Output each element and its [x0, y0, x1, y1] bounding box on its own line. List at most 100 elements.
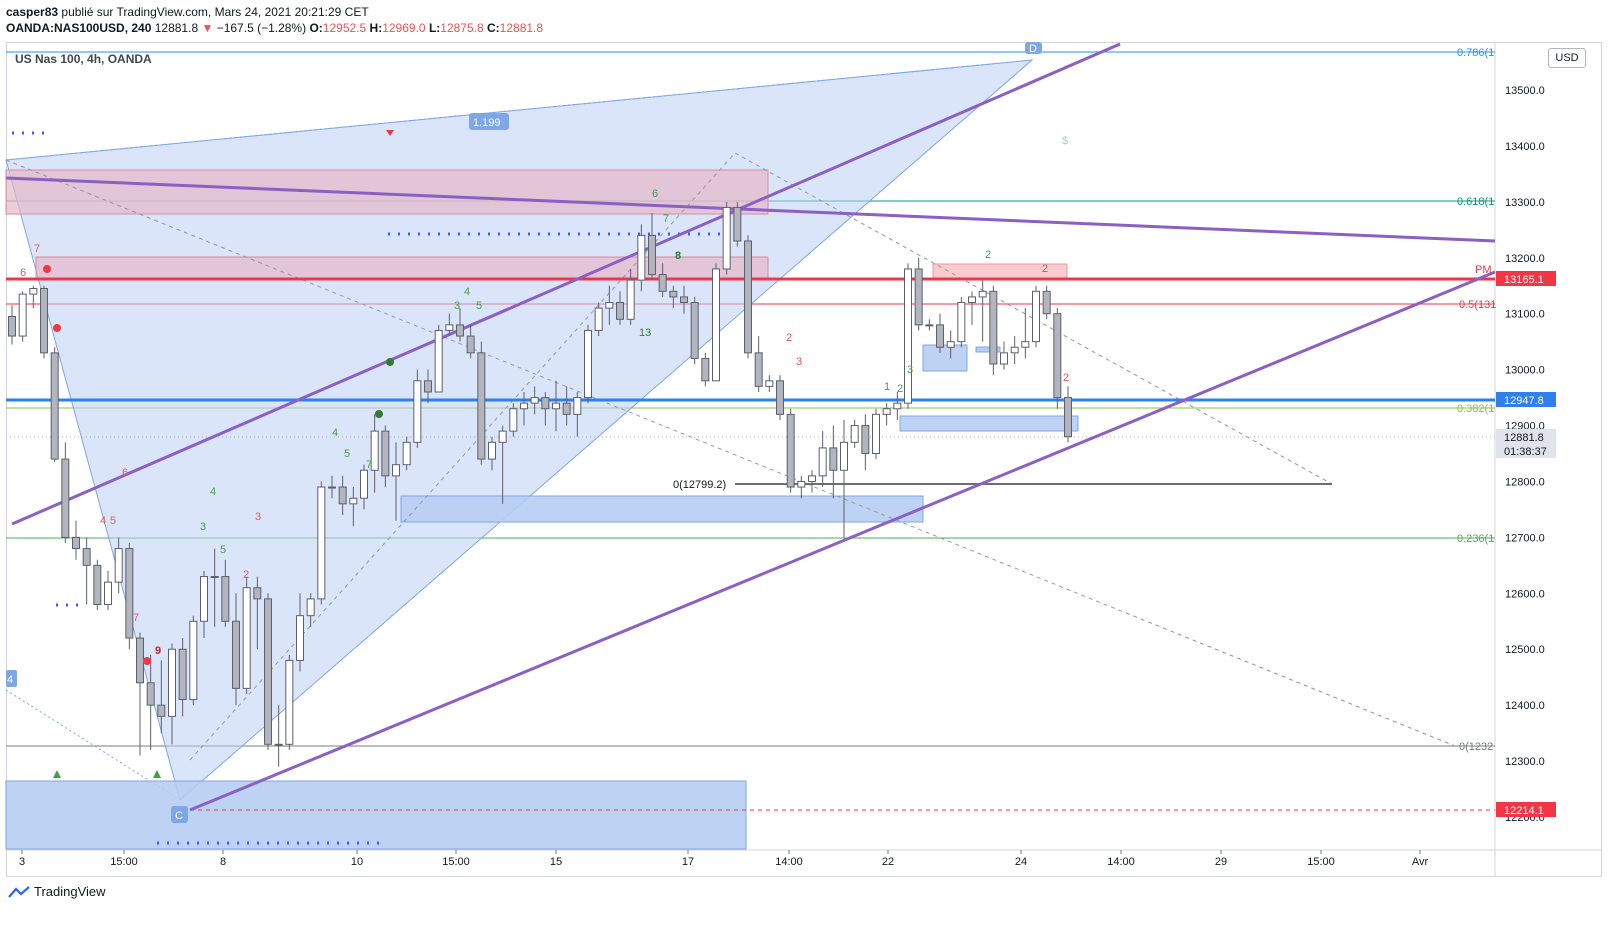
candle-body[interactable]: [157, 704, 166, 717]
point-d-badge[interactable]: [1025, 42, 1042, 54]
currency-button[interactable]: USD: [1548, 48, 1586, 68]
candle-body[interactable]: [125, 548, 134, 639]
candle-body[interactable]: [136, 637, 144, 684]
candle-body[interactable]: [530, 397, 539, 404]
candle-body[interactable]: [18, 293, 27, 337]
demand-zone-right[interactable]: [899, 415, 1079, 432]
candle-body[interactable]: [1042, 290, 1051, 315]
candle-body[interactable]: [712, 268, 720, 382]
candle-body[interactable]: [8, 315, 16, 337]
candle-body[interactable]: [232, 620, 240, 689]
candle-body[interactable]: [658, 274, 667, 292]
candle-body[interactable]: [552, 402, 560, 410]
candle-body[interactable]: [360, 469, 368, 499]
supply-zone-mid[interactable]: [35, 256, 769, 280]
candle-body[interactable]: [306, 598, 315, 617]
candle-body[interactable]: [573, 397, 582, 415]
candle-body[interactable]: [648, 234, 656, 276]
candle-body[interactable]: [392, 464, 400, 477]
trendline-descending[interactable]: [5, 176, 1496, 243]
candle-body[interactable]: [349, 497, 358, 505]
candle-body[interactable]: [93, 564, 102, 605]
candle-body[interactable]: [146, 682, 155, 706]
candle-body[interactable]: [584, 329, 592, 399]
candle-body[interactable]: [434, 329, 443, 393]
candle-body[interactable]: [221, 576, 230, 622]
candle-body[interactable]: [914, 268, 923, 326]
candle-body[interactable]: [50, 352, 59, 460]
candle-body[interactable]: [978, 290, 987, 298]
candle-body[interactable]: [456, 324, 464, 337]
candle-body[interactable]: [29, 288, 38, 295]
candle-body[interactable]: [520, 402, 528, 410]
candle-body[interactable]: [370, 430, 379, 471]
candle-body[interactable]: [957, 302, 966, 343]
candle-body[interactable]: [285, 659, 294, 745]
candle-body[interactable]: [328, 486, 336, 489]
candle-body[interactable]: [1064, 397, 1072, 438]
candle-body[interactable]: [722, 206, 731, 270]
candle-body[interactable]: [242, 587, 251, 689]
point-c-badge[interactable]: [171, 806, 188, 823]
candle-body[interactable]: [840, 441, 848, 471]
candle-body[interactable]: [189, 620, 198, 701]
candle-body[interactable]: [200, 576, 208, 622]
candle-body[interactable]: [594, 307, 603, 331]
candle-body[interactable]: [680, 296, 688, 304]
candle-body[interactable]: [82, 548, 91, 566]
candle-body[interactable]: [936, 324, 944, 348]
price-axis[interactable]: 13500.0 13400.0 13300.0 13200.0 13100.0 13000…: [1505, 85, 1545, 824]
candle-body[interactable]: [637, 234, 646, 281]
candle-body[interactable]: [61, 458, 70, 538]
trendline-upper-channel[interactable]: [11, 42, 1121, 526]
candle-body[interactable]: [605, 302, 614, 309]
candle-body[interactable]: [754, 352, 763, 387]
symbol-interval[interactable]: OANDA:NAS100USD, 240: [6, 21, 152, 35]
candle-body[interactable]: [509, 408, 518, 432]
candle-body[interactable]: [882, 408, 891, 415]
demand-zone-bottom[interactable]: [5, 780, 747, 850]
candle-body[interactable]: [872, 413, 880, 455]
candle-body[interactable]: [178, 648, 187, 701]
candle-body[interactable]: [733, 206, 742, 242]
candle-body[interactable]: [626, 279, 635, 320]
candle-body[interactable]: [264, 598, 272, 745]
candle-body[interactable]: [317, 486, 326, 600]
candle-body[interactable]: [445, 324, 454, 331]
candle-body[interactable]: [488, 441, 496, 460]
candle-body[interactable]: [744, 240, 752, 354]
candle-body[interactable]: [72, 536, 80, 550]
candle-body[interactable]: [829, 447, 838, 471]
candle-body[interactable]: [424, 380, 432, 393]
candle-body[interactable]: [701, 357, 710, 382]
candle-body[interactable]: [1010, 346, 1019, 354]
footer-brand[interactable]: TradingView: [8, 884, 106, 899]
candle-body[interactable]: [808, 475, 816, 482]
supply-zone-top[interactable]: [5, 169, 769, 215]
demand-zone-small[interactable]: [922, 344, 968, 372]
candle-body[interactable]: [1000, 352, 1008, 365]
candle-body[interactable]: [338, 486, 347, 505]
candle-body[interactable]: [765, 380, 774, 387]
candle-body[interactable]: [818, 447, 827, 477]
ratio-badge[interactable]: [469, 113, 509, 130]
candle-body[interactable]: [690, 302, 699, 359]
chart-frame[interactable]: [6, 42, 1602, 877]
candle-body[interactable]: [168, 648, 176, 717]
candle-body[interactable]: [861, 425, 870, 454]
candle-body[interactable]: [274, 743, 283, 746]
candle-body[interactable]: [253, 587, 262, 600]
candle-body[interactable]: [40, 288, 48, 354]
candle-body[interactable]: [114, 548, 123, 583]
candle-body[interactable]: [850, 425, 859, 443]
time-axis[interactable]: 3 15:00 8 10 15:00 15 17 14:00 22 24 14:00 29 15:00 A…: [19, 850, 1429, 868]
candle-body[interactable]: [104, 581, 112, 605]
candle-body[interactable]: [541, 397, 550, 410]
candle-body[interactable]: [413, 380, 422, 443]
trendline-lower-channel[interactable]: [189, 270, 1496, 812]
demand-zone-mid[interactable]: [400, 495, 924, 523]
candle-body[interactable]: [466, 335, 475, 354]
candle-body[interactable]: [1021, 341, 1030, 348]
candles-group[interactable]: [8, 201, 1072, 767]
